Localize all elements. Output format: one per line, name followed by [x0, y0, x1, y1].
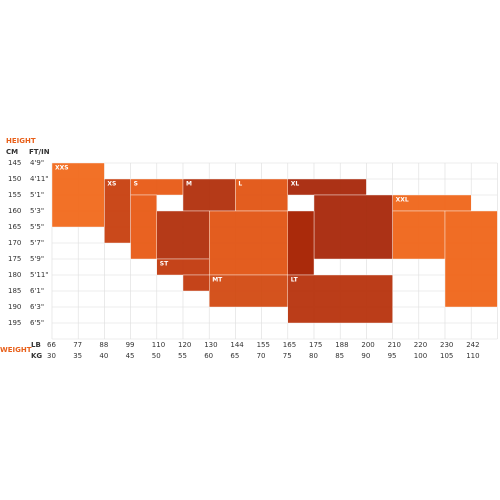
size-region	[287, 274, 393, 324]
lb-label: 130	[204, 341, 217, 349]
lb-label: 230	[440, 341, 453, 349]
lb-label: 175	[309, 341, 322, 349]
kg-header: KG	[31, 352, 42, 360]
size-region	[235, 178, 288, 212]
kg-label: 70	[257, 352, 266, 360]
size-region	[392, 210, 446, 260]
ft-label: 5'11"	[30, 271, 49, 279]
kg-label: 105	[440, 352, 453, 360]
kg-label: 40	[99, 352, 108, 360]
cm-label: 145	[8, 159, 21, 167]
lb-label: 242	[466, 341, 479, 349]
cm-label: 175	[8, 255, 21, 263]
lb-label: 200	[361, 341, 374, 349]
kg-label: 80	[309, 352, 318, 360]
size-region	[130, 194, 158, 260]
kg-label: 50	[152, 352, 161, 360]
lb-label: 165	[283, 341, 296, 349]
size-label: XXS	[55, 165, 69, 172]
size-label: XL	[291, 181, 300, 188]
size-label: S	[134, 181, 138, 188]
cm-label: 165	[8, 223, 21, 231]
size-label: XXL	[396, 197, 409, 204]
lb-label: 188	[335, 341, 348, 349]
cm-label: 180	[8, 271, 21, 279]
height-title: HEIGHT	[6, 137, 36, 145]
size-region	[104, 178, 131, 244]
ft-label: 4'11"	[30, 175, 49, 183]
size-region	[444, 210, 498, 308]
ft-label: 5'7"	[30, 239, 44, 247]
kg-label: 75	[283, 352, 292, 360]
kg-label: 90	[361, 352, 370, 360]
ft-label: 5'3"	[30, 207, 44, 215]
lb-label: 155	[257, 341, 270, 349]
cm-label: 195	[8, 319, 21, 327]
kg-label: 85	[335, 352, 344, 360]
size-label: MT	[212, 277, 223, 284]
kg-label: 55	[178, 352, 187, 360]
lb-label: 88	[99, 341, 108, 349]
cm-header: CM	[6, 148, 18, 156]
size-region	[313, 194, 393, 260]
ft-header: FT/IN	[29, 148, 50, 156]
ft-label: 6'3"	[30, 303, 44, 311]
cm-label: 185	[8, 287, 21, 295]
size-region	[156, 210, 210, 260]
lb-label: 110	[152, 341, 165, 349]
kg-label: 35	[73, 352, 82, 360]
size-region	[130, 178, 184, 196]
kg-label: 30	[47, 352, 56, 360]
size-region	[287, 210, 315, 276]
ft-label: 4'9"	[30, 159, 44, 167]
size-label: ST	[160, 261, 169, 268]
ft-label: 5'5"	[30, 223, 44, 231]
size-region	[287, 178, 367, 196]
cm-label: 190	[8, 303, 21, 311]
ft-label: 6'5"	[30, 319, 44, 327]
size-region	[208, 274, 288, 308]
kg-label: 100	[414, 352, 427, 360]
ft-label: 6'1"	[30, 287, 44, 295]
size-label: M	[186, 181, 192, 188]
cm-label: 150	[8, 175, 21, 183]
cm-label: 155	[8, 191, 21, 199]
kg-label: 110	[466, 352, 479, 360]
size-label: LT	[291, 277, 299, 284]
lb-label: 210	[388, 341, 401, 349]
lb-header: LB	[31, 341, 41, 349]
size-region	[182, 274, 210, 292]
ft-label: 5'1"	[30, 191, 44, 199]
cm-label: 170	[8, 239, 21, 247]
kg-label: 95	[388, 352, 397, 360]
cm-label: 160	[8, 207, 21, 215]
size-label: XS	[107, 181, 116, 188]
ft-label: 5'9"	[30, 255, 44, 263]
weight-title: WEIGHT	[0, 346, 32, 354]
size-label: L	[238, 181, 242, 188]
lb-label: 120	[178, 341, 191, 349]
kg-label: 65	[230, 352, 239, 360]
lb-label: 220	[414, 341, 427, 349]
lb-label: 144	[230, 341, 244, 349]
kg-label: 60	[204, 352, 213, 360]
lb-label: 66	[47, 341, 56, 349]
lb-label: 77	[73, 341, 82, 349]
lb-label: 99	[126, 341, 135, 349]
size-region	[51, 162, 105, 228]
kg-label: 45	[126, 352, 135, 360]
